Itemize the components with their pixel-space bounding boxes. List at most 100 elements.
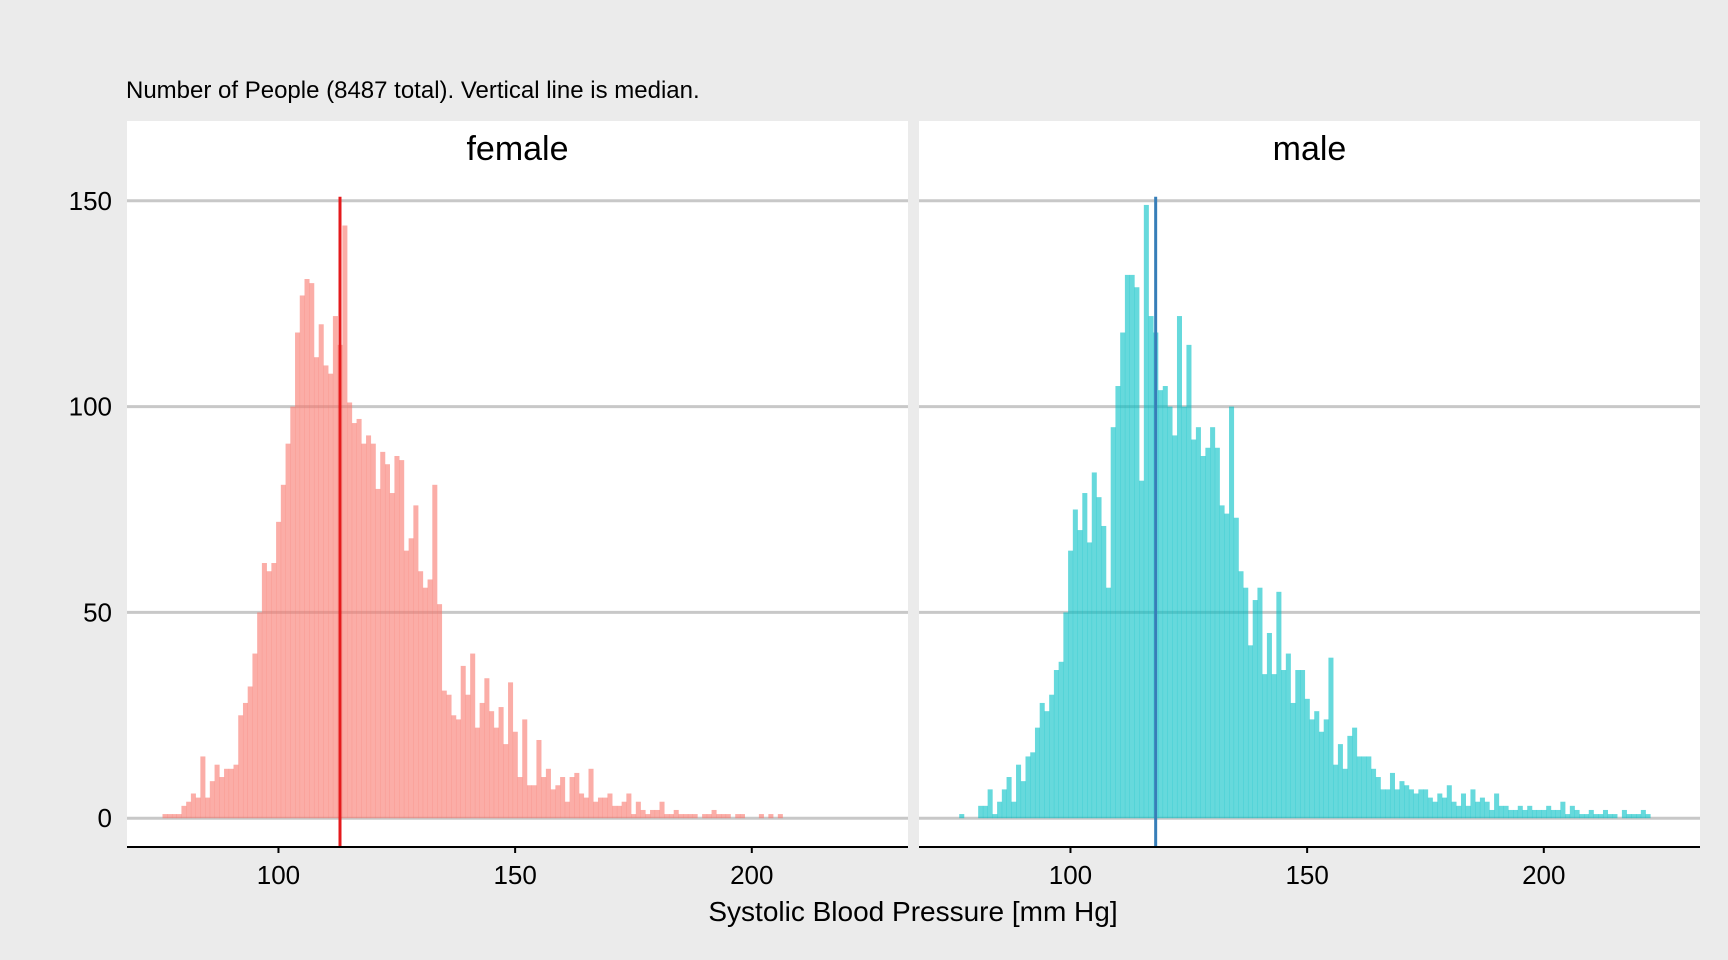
histogram-bar [1356, 756, 1362, 819]
histogram-bar [1432, 801, 1438, 819]
histogram-bar [1508, 809, 1514, 819]
histogram-bar [1266, 632, 1272, 819]
histogram-bar [1011, 801, 1017, 819]
histogram-bar [1271, 674, 1277, 819]
histogram-bar [1565, 814, 1571, 819]
histogram-bar [328, 373, 334, 819]
histogram-bar [512, 731, 518, 819]
histogram-bar [214, 764, 220, 819]
histogram-bar [721, 814, 727, 819]
histogram-bar [1579, 814, 1585, 819]
histogram-bar [1214, 447, 1220, 819]
histogram-bar [650, 809, 656, 819]
histogram-bar [1517, 805, 1523, 819]
histogram-bar [1134, 287, 1140, 819]
histogram-bar [1195, 427, 1201, 819]
histogram-bar [1181, 406, 1187, 819]
histogram-bar [1385, 789, 1391, 819]
histogram-bar [162, 814, 168, 819]
histogram-bar [574, 772, 580, 819]
histogram-bar [1219, 505, 1225, 819]
histogram-bar [673, 809, 679, 819]
histogram-bar [1091, 472, 1097, 819]
histogram-bar [451, 715, 457, 819]
histogram-bar [536, 739, 542, 819]
histogram-bar [678, 814, 684, 819]
histogram-bar [1460, 793, 1466, 819]
y-tick-label: 0 [98, 803, 112, 833]
histogram-bar [1555, 809, 1561, 819]
histogram-bar [1475, 801, 1481, 819]
histogram-bar [1087, 542, 1093, 819]
histogram-bar [1167, 406, 1173, 819]
histogram-bar [493, 727, 499, 819]
histogram-bar [597, 797, 603, 819]
histogram-bar [1285, 653, 1291, 819]
histogram-bar [1404, 785, 1410, 819]
histogram-bar [555, 785, 561, 819]
histogram-bar [545, 768, 551, 819]
histogram-bar [1337, 744, 1343, 819]
histogram-bar [304, 279, 310, 819]
histogram-bar [309, 283, 315, 819]
histogram-bar [1309, 719, 1315, 819]
histogram-bar [1489, 809, 1495, 819]
histogram-bar [228, 768, 234, 819]
histogram-bar [342, 225, 348, 819]
histogram-bar [1262, 674, 1268, 819]
histogram-bar [1631, 814, 1637, 819]
panel-female: female 100 150 200 0 50 100 150 [69, 121, 908, 890]
histogram-bar [498, 707, 504, 819]
histogram-bar [569, 777, 575, 819]
histogram-bar [474, 727, 480, 819]
histogram-bar [186, 801, 192, 819]
histogram-bar [1640, 809, 1646, 819]
histogram-bar [1162, 386, 1168, 819]
histogram-bar [997, 801, 1003, 819]
histogram-bar [1522, 809, 1528, 819]
histogram-bar [167, 814, 173, 819]
histogram-bar [612, 805, 618, 819]
histogram-bar [1006, 777, 1012, 819]
histogram-bar [285, 443, 291, 819]
histogram-bar [1333, 764, 1339, 819]
histogram-bar [616, 805, 622, 819]
histogram-bar [1465, 805, 1471, 819]
histogram-bar [1129, 274, 1135, 819]
histogram-bar [992, 814, 998, 819]
histogram-bar [1437, 793, 1443, 819]
histogram-bar [399, 460, 405, 819]
histogram-bar [1380, 789, 1386, 819]
histogram-bar [1418, 789, 1424, 819]
histogram-bar [441, 690, 447, 819]
histogram-bar [1039, 702, 1045, 819]
histogram-bar [635, 801, 641, 819]
histogram-bar [560, 777, 566, 819]
histogram-bar [659, 801, 665, 819]
histogram-bar [1110, 427, 1116, 819]
histogram-bar [508, 682, 514, 819]
histogram-bar [470, 653, 476, 819]
histogram-bar [465, 694, 471, 819]
histogram-bar [1550, 809, 1556, 819]
histogram-bar [683, 814, 689, 819]
histogram-bar [531, 785, 537, 819]
histogram-bar [332, 316, 338, 819]
chart-caption: Number of People (8487 total). Vertical … [126, 77, 700, 104]
histogram-bar [1276, 591, 1282, 819]
histogram-bar [631, 814, 637, 819]
histogram-bar [1139, 480, 1145, 819]
histogram-bar [290, 406, 296, 819]
histogram-bar [1588, 809, 1594, 819]
histogram-bar [252, 653, 258, 819]
histogram-bar [1077, 530, 1083, 819]
histogram-bar [437, 604, 443, 819]
histogram-bar [233, 764, 239, 819]
histogram-bar [1158, 390, 1164, 819]
histogram-bar [356, 418, 362, 819]
histogram-bar [1233, 517, 1239, 819]
histogram-bar [1224, 513, 1230, 819]
histogram-bar [1191, 439, 1197, 819]
histogram-bar [1304, 698, 1310, 819]
